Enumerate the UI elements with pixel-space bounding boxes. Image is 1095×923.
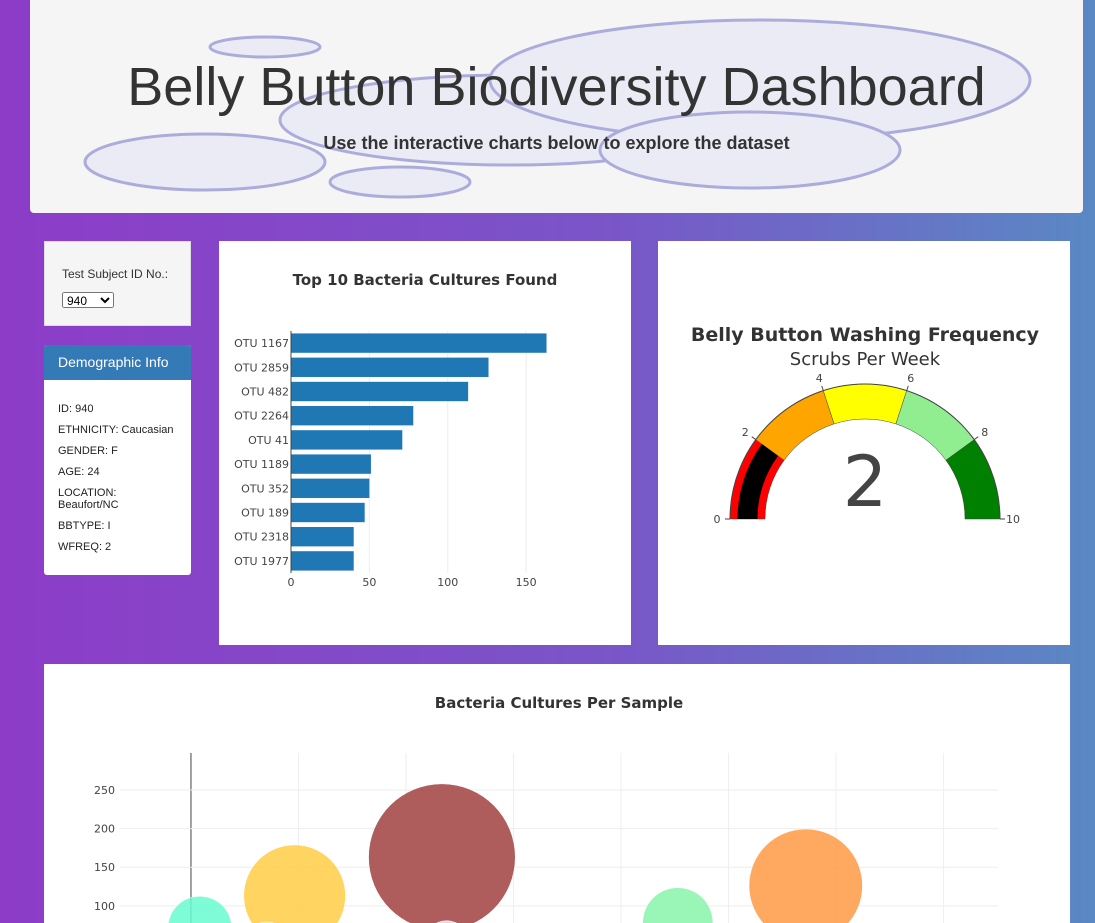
gauge-tick-label: 10 (1006, 513, 1020, 526)
jumbotron: Belly Button Biodiversity Dashboard Use … (30, 0, 1083, 213)
bubble (168, 896, 232, 923)
y-tick-label: 200 (94, 823, 115, 836)
gauge-tick (821, 385, 824, 391)
gauge-tick (751, 436, 757, 441)
gauge-tick (906, 385, 909, 391)
bubble (642, 887, 714, 923)
demographic-row: WFREQ: 2 (58, 541, 112, 553)
demographic-list: ID: 940 ETHNICITY: Caucasian GENDER: F AGE:… (44, 380, 191, 553)
y-tick-label: OTU 189 (241, 507, 289, 520)
bubble-chart: Bacteria Cultures Per Sample050010001500… (94, 694, 998, 923)
y-tick-label: 150 (94, 861, 115, 874)
gauge-card: Belly Button Washing Frequency Scrubs Per… (658, 241, 1070, 645)
y-tick-label: OTU 1167 (234, 337, 289, 350)
y-tick-label: OTU 482 (241, 386, 289, 399)
gauge-chart: Belly Button Washing Frequency Scrubs Per… (691, 324, 1040, 526)
gauge-tick-label: 6 (907, 372, 914, 385)
y-tick-label: OTU 2264 (234, 410, 289, 423)
gauge-border (729, 383, 1001, 520)
gauge-tick-label: 4 (816, 372, 823, 385)
selector-label: Test Subject ID No.: (62, 267, 169, 281)
demographic-card: Demographic Info ID: 940 ETHNICITY: Cauca… (44, 345, 191, 575)
y-tick-label: OTU 2318 (234, 531, 289, 544)
bar (291, 333, 547, 353)
demographic-row: GENDER: F (58, 445, 118, 457)
bar (291, 406, 414, 426)
y-tick-label: OTU 1977 (234, 555, 289, 568)
bar-chart: Top 10 Bacteria Cultures Found 0 50 100 150 O… (234, 271, 558, 589)
page-subtitle: Use the interactive charts below to expl… (323, 133, 790, 153)
chart-title: Bacteria Cultures Per Sample (435, 694, 683, 712)
y-tick-label: 100 (94, 900, 115, 913)
bar (291, 478, 370, 498)
bubble-background (83, 18, 1032, 199)
chart-title: Belly Button Washing Frequency (691, 324, 1040, 346)
gauge-tick-label: 8 (981, 426, 988, 439)
y-tick-label: OTU 352 (241, 482, 289, 495)
bar (291, 527, 354, 547)
subject-select[interactable]: 940 (62, 292, 114, 308)
bar (291, 551, 354, 571)
gauge-tick-label: 2 (742, 426, 749, 439)
bar (291, 357, 489, 377)
y-tick-label: OTU 41 (248, 434, 289, 447)
bubble (436, 920, 458, 923)
demographic-row: LOCATION: Beaufort/NC (58, 487, 119, 511)
x-tick-label: 100 (437, 576, 458, 589)
bubble (748, 828, 863, 923)
bubble (368, 783, 516, 923)
y-tick-label: OTU 2859 (234, 361, 289, 374)
gauge-bar (737, 444, 779, 519)
x-tick-label: 50 (362, 576, 376, 589)
page-title: Belly Button Biodiversity Dashboard (127, 57, 986, 117)
bar (291, 381, 469, 402)
bar (291, 430, 403, 450)
chart-subtitle: Scrubs Per Week (790, 349, 941, 370)
demographic-row: BBTYPE: I (58, 520, 111, 532)
demographic-row: AGE: 24 (58, 466, 100, 478)
gauge-tick-label: 0 (714, 513, 721, 526)
demographic-row: ETHNICITY: Caucasian (58, 424, 174, 436)
gauge-tick (973, 436, 979, 441)
gauge-value: 2 (843, 441, 888, 523)
x-tick-label: 150 (516, 576, 537, 589)
bar-card: Top 10 Bacteria Cultures Found 0 50 100 150 O… (219, 241, 631, 645)
bubble (243, 844, 346, 923)
chart-title: Top 10 Bacteria Cultures Found (293, 271, 558, 289)
y-tick-label: OTU 1189 (234, 458, 289, 471)
gauge-step (822, 383, 908, 425)
y-tick-label: 250 (94, 784, 115, 797)
demographic-title: Demographic Info (44, 345, 191, 380)
x-tick-label: 0 (288, 576, 295, 589)
demographic-row: ID: 940 (58, 403, 94, 415)
bar (291, 502, 365, 523)
bubble-card: Bacteria Cultures Per Sample050010001500… (44, 664, 1070, 923)
selector-card: Test Subject ID No.: 940 (44, 241, 191, 326)
bar (291, 454, 371, 474)
